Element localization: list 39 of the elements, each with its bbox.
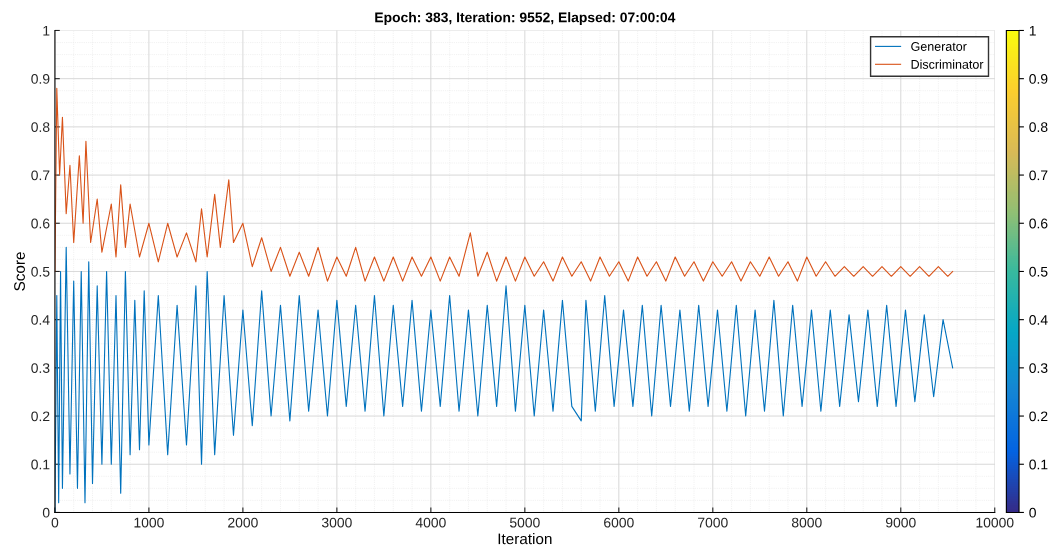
x-tick-label: 0 bbox=[51, 517, 59, 528]
y-tick-label: 0.6 bbox=[31, 218, 50, 229]
color-bar-label: 0.9 bbox=[1029, 74, 1048, 84]
color-bar-label: 1 bbox=[1029, 25, 1036, 36]
x-tick-label: 3000 bbox=[321, 517, 352, 528]
y-tick-label: 0.3 bbox=[31, 363, 50, 374]
color-bar-label: 0.7 bbox=[1029, 170, 1048, 181]
x-tick-label: 9000 bbox=[885, 517, 916, 528]
x-tick-label: 7000 bbox=[698, 517, 728, 528]
y-tick-label: 0.8 bbox=[31, 122, 50, 133]
x-tick-label: 8000 bbox=[791, 517, 822, 528]
y-axis-title: Score bbox=[14, 252, 25, 291]
chart-title: Epoch: 383, Iteration: 9552, Elapsed: 07:00:04 bbox=[375, 12, 676, 26]
x-axis-title: Iteration bbox=[498, 533, 552, 545]
color-bar-label: 0.4 bbox=[1029, 314, 1048, 325]
y-tick-label: 0.5 bbox=[31, 266, 50, 277]
y-tick-label: 0.1 bbox=[31, 459, 50, 470]
x-tick-label: 6000 bbox=[604, 517, 634, 528]
y-tick-label: 0.2 bbox=[31, 411, 50, 422]
x-tick-label: 1000 bbox=[134, 517, 164, 528]
y-tick-label: 0 bbox=[42, 507, 50, 518]
color-bar-label: 0.1 bbox=[1029, 459, 1048, 470]
legend-label: Discriminator bbox=[911, 59, 984, 69]
line-series bbox=[54, 87, 954, 282]
x-tick-label: 10000 bbox=[976, 517, 1014, 528]
legend-label: Generator bbox=[911, 42, 967, 51]
y-tick-label: 0.4 bbox=[31, 314, 50, 325]
color-bar-label: 0.3 bbox=[1029, 363, 1048, 374]
y-tick-label: 0.7 bbox=[31, 170, 50, 181]
color-bar-label: 0 bbox=[1029, 507, 1036, 518]
color-bar-label: 0.6 bbox=[1029, 218, 1048, 229]
color-bar-label: 0.8 bbox=[1029, 122, 1048, 133]
x-tick-label: 4000 bbox=[415, 517, 446, 528]
color-bar-label: 0.2 bbox=[1029, 411, 1048, 422]
y-tick-label: 1 bbox=[43, 25, 50, 36]
y-tick-label: 0.9 bbox=[31, 74, 50, 84]
x-tick-label: 5000 bbox=[509, 517, 540, 528]
x-tick-label: 2000 bbox=[228, 517, 258, 528]
color-bar-label: 0.5 bbox=[1029, 266, 1048, 277]
